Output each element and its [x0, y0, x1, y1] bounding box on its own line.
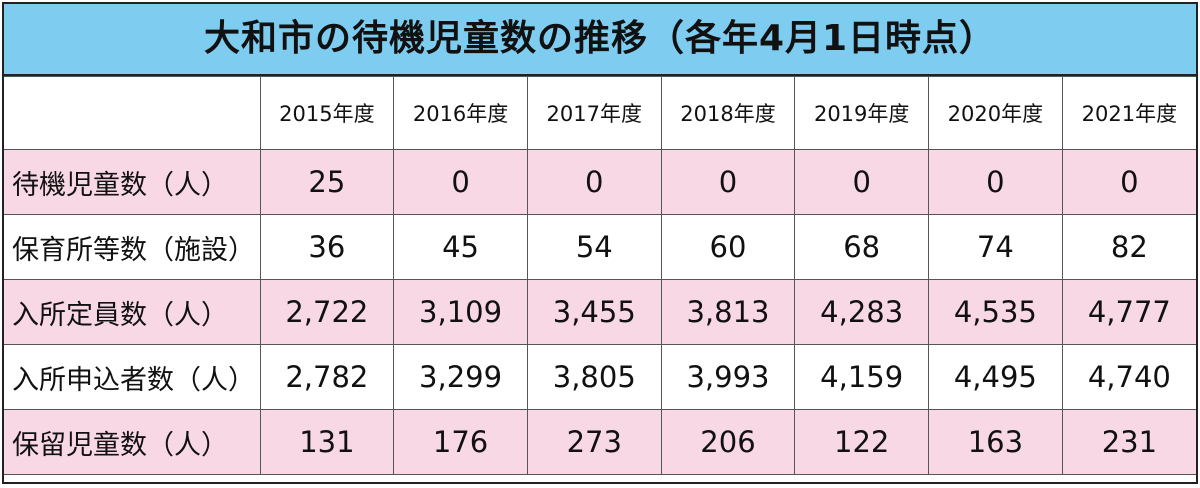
row: 待機児童数（人） 25 0 0 0 0 0 0 — [4, 149, 1196, 215]
cell: 3,813 — [660, 279, 796, 345]
row: 入所申込者数（人） 2,782 3,299 3,805 3,993 4,159 4,495 4… — [4, 344, 1196, 410]
cell: 176 — [393, 409, 528, 475]
cell: 0 — [393, 149, 528, 215]
cell: 82 — [1061, 214, 1196, 280]
cell: 0 — [794, 149, 930, 215]
row: 保育所等数（施設） 36 45 54 60 68 74 82 — [4, 214, 1196, 280]
row: 入所定員数（人） 2,722 3,109 3,455 3,813 4,283 4,535 4,… — [4, 279, 1196, 345]
cell: 0 — [660, 149, 796, 215]
row-label: 待機児童数（人） — [4, 149, 261, 215]
cell: 0 — [526, 149, 662, 215]
cell: 4,777 — [1061, 279, 1196, 345]
row-label: 入所定員数（人） — [4, 279, 261, 345]
column-header: 2018年度 — [660, 76, 796, 150]
cell: 3,455 — [526, 279, 662, 345]
column-header: 2019年度 — [794, 76, 930, 150]
column-header: 2015年度 — [259, 76, 395, 150]
row-label: 入所申込者数（人） — [4, 344, 261, 410]
column-header: 2021年度 — [1061, 76, 1196, 150]
column-header: 2016年度 — [393, 76, 528, 150]
cell: 4,283 — [794, 279, 930, 345]
cell: 3,299 — [393, 344, 528, 410]
cell: 131 — [259, 409, 395, 475]
column-header: 2020年度 — [928, 76, 1063, 150]
cell: 60 — [660, 214, 796, 280]
cell: 122 — [794, 409, 930, 475]
cell: 25 — [259, 149, 395, 215]
row-label: 保留児童数（人） — [4, 409, 261, 475]
row-label: 保育所等数（施設） — [4, 214, 261, 280]
cell: 4,495 — [928, 344, 1063, 410]
cell: 2,722 — [259, 279, 395, 345]
cell: 68 — [794, 214, 930, 280]
cell: 2,782 — [259, 344, 395, 410]
cell: 231 — [1061, 409, 1196, 475]
cell: 4,535 — [928, 279, 1063, 345]
cell: 3,109 — [393, 279, 528, 345]
cell: 74 — [928, 214, 1063, 280]
cell: 0 — [1061, 149, 1196, 215]
table: 2015年度 2016年度 2017年度 2018年度 2019年度 2020年度 2021… — [4, 76, 1196, 475]
cell: 0 — [928, 149, 1063, 215]
corner-cell — [4, 76, 261, 150]
cell: 4,159 — [794, 344, 930, 410]
cell: 3,993 — [660, 344, 796, 410]
cell: 36 — [259, 214, 395, 280]
cell: 3,805 — [526, 344, 662, 410]
column-header: 2017年度 — [526, 76, 662, 150]
cell: 45 — [393, 214, 528, 280]
cell: 4,740 — [1061, 344, 1196, 410]
header-row: 2015年度 2016年度 2017年度 2018年度 2019年度 2020年度 2021… — [4, 76, 1196, 150]
cell: 273 — [526, 409, 662, 475]
title: 大和市の待機児童数の推移（各年4月1日時点） — [4, 4, 1196, 76]
cell: 206 — [660, 409, 796, 475]
cell: 163 — [928, 409, 1063, 475]
row: 保留児童数（人） 131 176 273 206 122 163 231 — [4, 409, 1196, 475]
cell: 54 — [526, 214, 662, 280]
